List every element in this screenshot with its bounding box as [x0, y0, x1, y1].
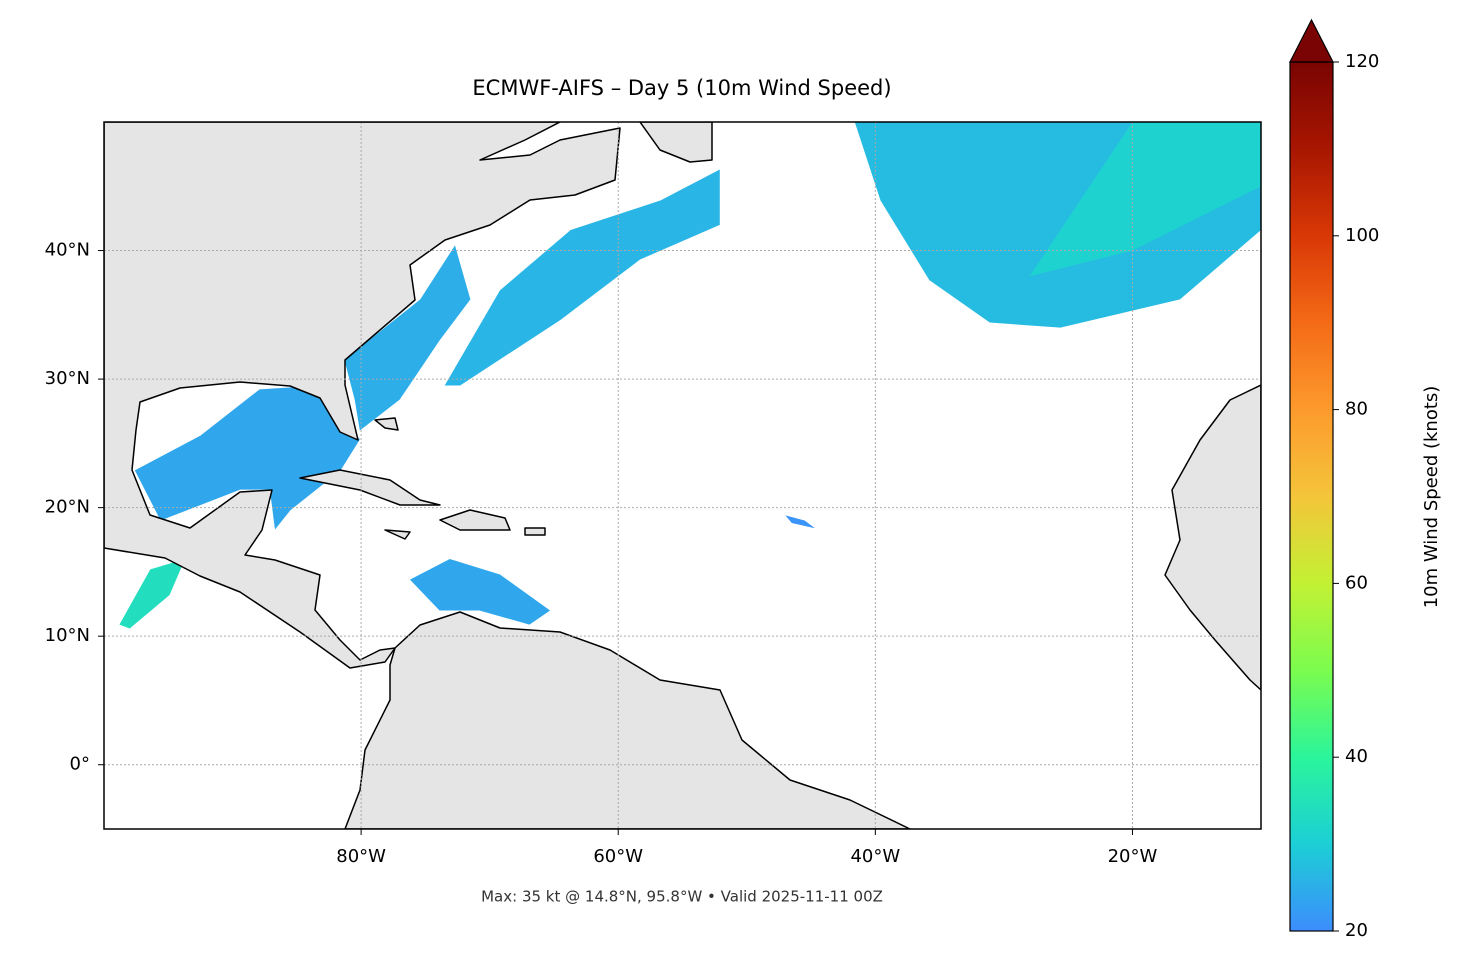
annotation: Max: 35 kt @ 14.8°N, 95.8°W • Valid 2025…: [481, 888, 883, 906]
colorbar-tick-label: 120: [1345, 51, 1379, 72]
africa: [1164, 384, 1261, 691]
land: [104, 122, 1261, 829]
axes: 80°W 60°W 40°W 20°W 0° 10°N 20°N 30°N 40°N: [45, 240, 1158, 867]
colorbar-tick-label: 20: [1345, 920, 1368, 941]
south-america: [344, 611, 911, 829]
bahamas: [374, 417, 399, 431]
wind-region: [444, 169, 720, 386]
x-tick-label: 60°W: [593, 846, 643, 867]
colorbar-tick-label: 100: [1345, 225, 1379, 246]
colorbar-label: 10m Wind Speed (knots): [1421, 386, 1442, 609]
colorbar-tick-label: 40: [1345, 746, 1368, 767]
colorbar-frame: [1289, 61, 1334, 932]
map-frame: [103, 121, 1262, 830]
colorbar-tick-label: 80: [1345, 399, 1368, 420]
y-tick-label: 40°N: [45, 240, 90, 261]
y-tick-label: 0°: [70, 754, 90, 775]
wind-region: [409, 559, 551, 625]
hispaniola: [439, 509, 511, 531]
map: [104, 122, 1261, 829]
cuba: [299, 469, 441, 506]
wind-region: [344, 245, 471, 431]
x-tick-label: 20°W: [1108, 846, 1158, 867]
jamaica: [384, 529, 411, 540]
colorbar: 20 40 60 80 100 120: [1289, 18, 1379, 941]
wind-region: [119, 559, 185, 629]
x-tick-label: 80°W: [336, 846, 386, 867]
y-tick-label: 30°N: [45, 368, 90, 389]
wind-region: [1029, 122, 1261, 277]
newfoundland: [639, 122, 713, 163]
wind-field: [119, 122, 1261, 629]
y-tick-label: 10°N: [45, 625, 90, 646]
north-america: [104, 122, 621, 669]
chart-title: ECMWF-AIFS – Day 5 (10m Wind Speed): [472, 76, 891, 100]
y-tick-label: 20°N: [45, 497, 90, 518]
x-tick-label: 40°W: [850, 846, 900, 867]
grid: [104, 122, 1261, 829]
puerto-rico: [524, 527, 546, 536]
wind-region: [785, 515, 815, 529]
colorbar-tick-label: 60: [1345, 572, 1368, 593]
colorbar-ramp: [1290, 62, 1333, 931]
wind-region: [134, 385, 360, 530]
